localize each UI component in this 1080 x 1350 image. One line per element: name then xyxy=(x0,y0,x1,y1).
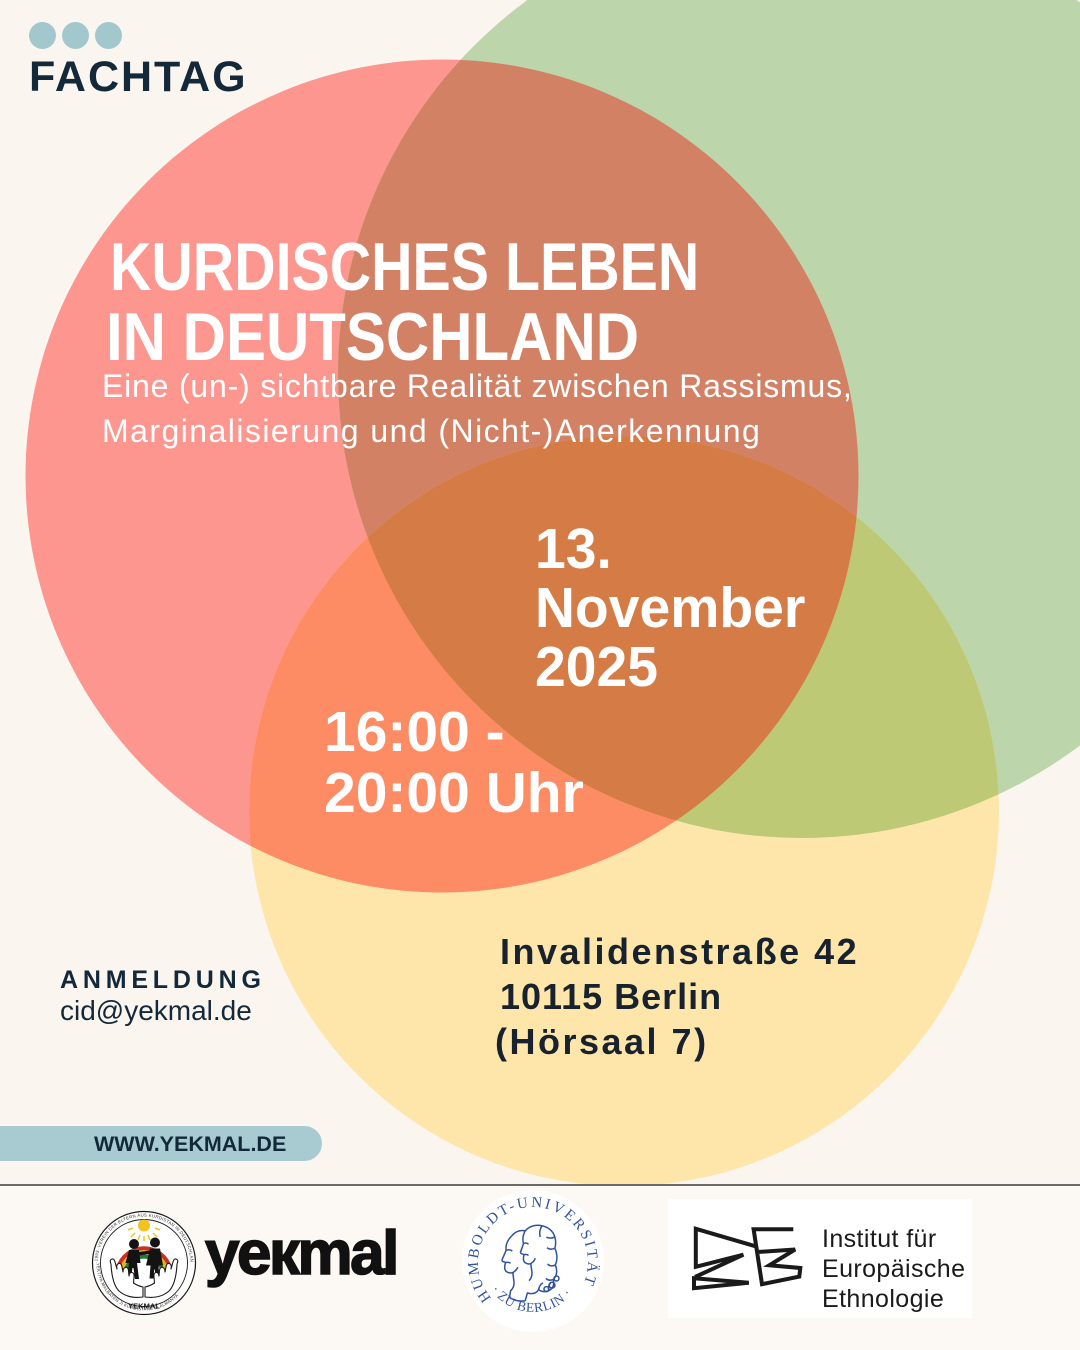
svg-text:YEKMAL: YEKMAL xyxy=(128,1302,160,1311)
